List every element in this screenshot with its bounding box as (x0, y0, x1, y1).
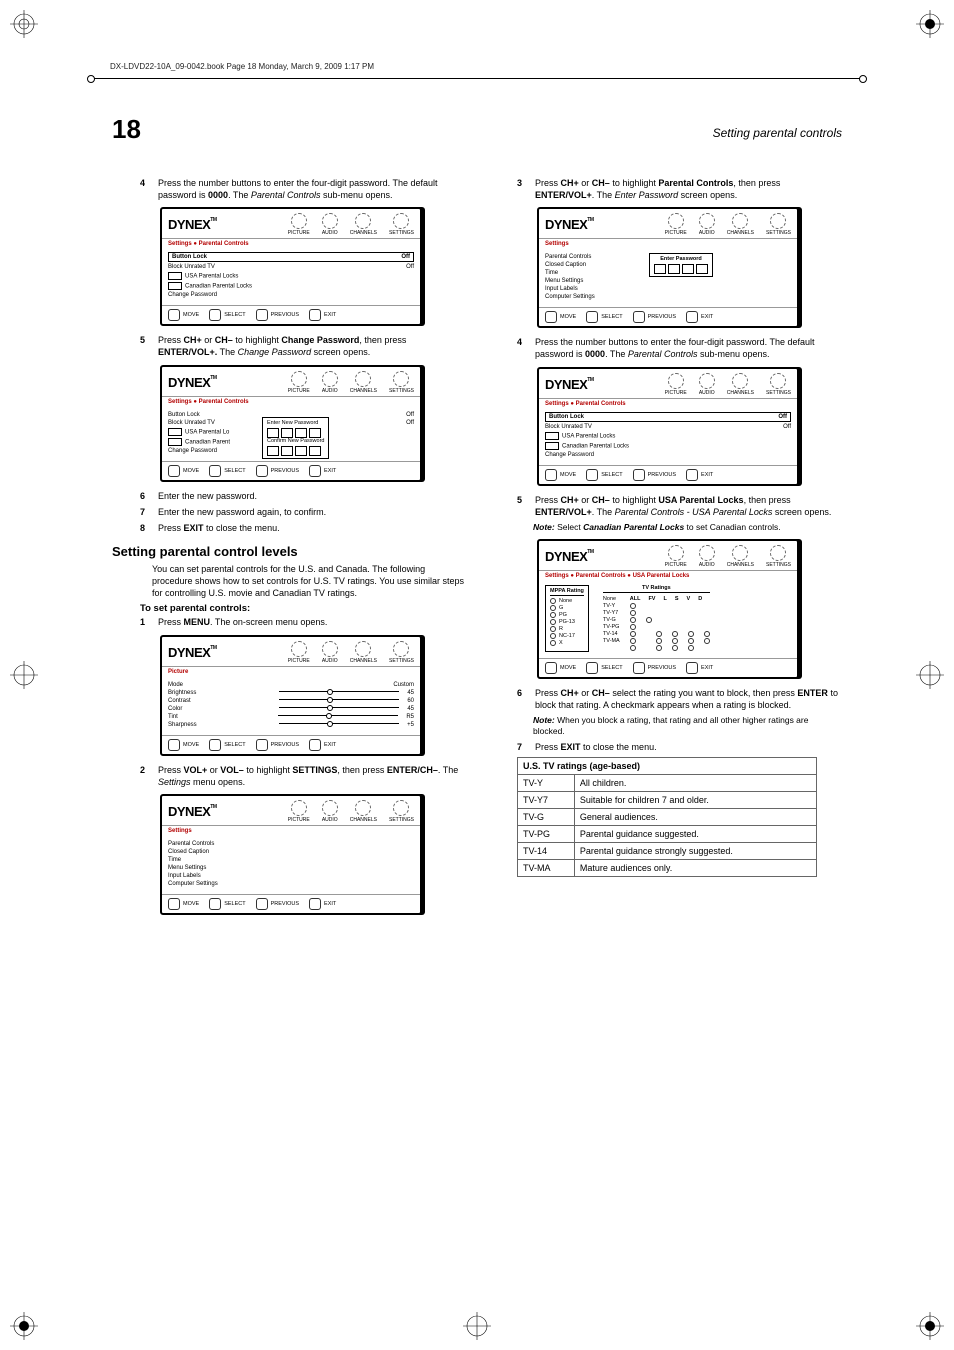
audio-icon (322, 213, 338, 229)
regmark-icon (916, 10, 944, 38)
dpad-icon (168, 309, 180, 321)
step-text: Press the number buttons to enter the fo… (535, 336, 842, 360)
heading-2: Setting parental control levels (112, 544, 465, 559)
step-num: 5 (140, 334, 150, 358)
picture-icon (291, 213, 307, 229)
brand-logo: DYNEXTM (168, 217, 217, 232)
step-text: Press CH+ or CH– select the rating you w… (535, 687, 842, 711)
page-number: 18 (112, 114, 141, 145)
step-text: Press MENU. The on-screen menu opens. (158, 616, 327, 628)
step-text: Press CH+ or CH– to highlight USA Parent… (535, 494, 842, 518)
note-text: Note: Select Canadian Parental Locks to … (533, 522, 842, 533)
step-text: Enter the new password again, to confirm… (158, 506, 326, 518)
regmark-icon (10, 1312, 38, 1340)
header-meta: DX-LDVD22-10A_09-0042.book Page 18 Monda… (110, 62, 374, 71)
right-column: 3Press CH+ or CH– to highlight Parental … (489, 175, 842, 1260)
step-text: Press the number buttons to enter the fo… (158, 177, 465, 201)
tv-menu-parental-controls: DYNEXTM PICTURE AUDIO CHANNELS SETTINGS … (160, 207, 422, 326)
tv-menu-parental-controls-2: DYNEXTM PICTURE AUDIO CHANNELS SETTINGS … (537, 367, 799, 486)
settings-icon (393, 213, 409, 229)
tv-menu-enter-password: DYNEXTM PICTURE AUDIO CHANNELS SETTINGS … (537, 207, 799, 328)
regmark-icon (916, 1312, 944, 1340)
section-title: Setting parental controls (713, 126, 842, 140)
step-text: Press CH+ or CH– to highlight Change Pas… (158, 334, 465, 358)
step-text: Press CH+ or CH– to highlight Parental C… (535, 177, 842, 201)
password-popup: Enter New Password Confirm New Password (262, 417, 329, 459)
tv-menu-change-password: DYNEXTM PICTURE AUDIO CHANNELS SETTINGS … (160, 365, 422, 482)
usa-flag-icon (168, 272, 182, 280)
step-num: 4 (140, 177, 150, 201)
breadcrumb: Settings ● Parental Controls (168, 241, 249, 247)
step-text: Press EXIT to close the menu. (535, 741, 657, 753)
header-rule (90, 78, 864, 79)
tv-menu-usa-parental-locks: DYNEXTM PICTURE AUDIO CHANNELS SETTINGS … (537, 539, 799, 679)
tv-menu-settings: DYNEXTM PICTURE AUDIO CHANNELS SETTINGS … (160, 794, 422, 915)
step-text: Press VOL+ or VOL– to highlight SETTINGS… (158, 764, 465, 788)
subheading: To set parental controls: (140, 603, 465, 614)
canada-flag-icon (168, 282, 182, 290)
body-paragraph: You can set parental controls for the U.… (152, 563, 465, 599)
menu-icon (256, 309, 268, 321)
channels-icon (355, 213, 371, 229)
regmark-icon (10, 10, 38, 38)
step-text: Enter the new password. (158, 490, 257, 502)
regmark-icon (916, 661, 944, 689)
ratings-table: U.S. TV ratings (age-based) TV-YAll chil… (517, 757, 817, 877)
tv-menu-picture: DYNEXTM PICTURE AUDIO CHANNELS SETTINGS … (160, 635, 422, 756)
note-text: Note: When you block a rating, that rati… (533, 715, 842, 737)
left-column: 4 Press the number buttons to enter the f… (112, 175, 465, 1260)
regmark-icon (463, 1312, 491, 1340)
regmark-icon (10, 661, 38, 689)
exit-icon (309, 309, 321, 321)
step-text: Press EXIT to close the menu. (158, 522, 280, 534)
enter-password-popup: Enter Password (649, 253, 713, 277)
enter-icon (209, 309, 221, 321)
